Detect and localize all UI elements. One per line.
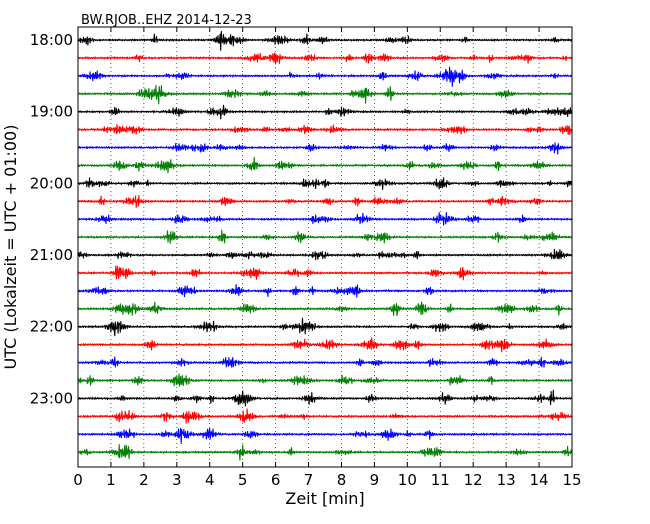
trace-line [77,408,573,424]
grid-layer [110,27,540,467]
x-tick-label: 11 [431,471,450,489]
x-tick-label: 13 [497,471,516,489]
trace-line [77,427,573,444]
trace-line [77,52,573,65]
trace-line [77,229,573,244]
trace-line [77,84,573,105]
tick-layer: 0 1 2 3 4 5 6 7 8 9 10 11 12 13 14 1518:0019:0020:0021:… [30,27,582,489]
x-tick-label: 5 [238,471,248,489]
trace-line [77,444,573,461]
chart-title: BW.RJOB..EHZ 2014-12-23 [81,13,252,28]
y-axis-label: UTC (Lokalzeit = UTC + 01:00) [1,125,20,370]
trace-line [77,337,573,353]
x-tick-label: 0 [73,471,83,489]
trace-line [77,248,573,261]
y-tick-label: 21:00 [30,246,73,264]
x-tick-label: 1 [106,471,116,489]
trace-line [77,284,573,298]
trace-line [77,156,573,174]
x-tick-label: 3 [172,471,182,489]
x-tick-label: 4 [205,471,215,489]
x-tick-label: 15 [562,471,581,489]
y-tick-label: 19:00 [30,103,73,121]
y-tick-label: 20:00 [30,174,73,192]
x-tick-label: 10 [398,471,417,489]
trace-line [77,317,573,337]
x-tick-label: 9 [370,471,380,489]
trace-line [77,301,573,317]
trace-line [77,177,573,191]
y-tick-label: 23:00 [30,389,73,407]
y-tick-label: 22:00 [30,318,73,336]
x-tick-label: 7 [304,471,314,489]
trace-line [77,104,573,120]
trace-line [77,142,573,155]
trace-line [77,356,573,368]
y-tick-label: 18:00 [30,31,73,49]
x-axis-label: Zeit [min] [285,489,364,508]
trace-line [77,389,573,407]
trace-line [77,123,573,136]
trace-line [77,212,573,226]
trace-line [77,194,573,209]
trace-line [77,373,573,387]
x-tick-label: 14 [530,471,549,489]
x-tick-label: 12 [464,471,483,489]
trace-line [77,66,573,87]
trace-layer [77,30,573,461]
x-tick-label: 8 [337,471,347,489]
x-tick-label: 2 [139,471,149,489]
trace-line [77,265,573,281]
trace-line [77,30,573,51]
x-tick-label: 6 [271,471,281,489]
plot-frame [77,26,573,468]
